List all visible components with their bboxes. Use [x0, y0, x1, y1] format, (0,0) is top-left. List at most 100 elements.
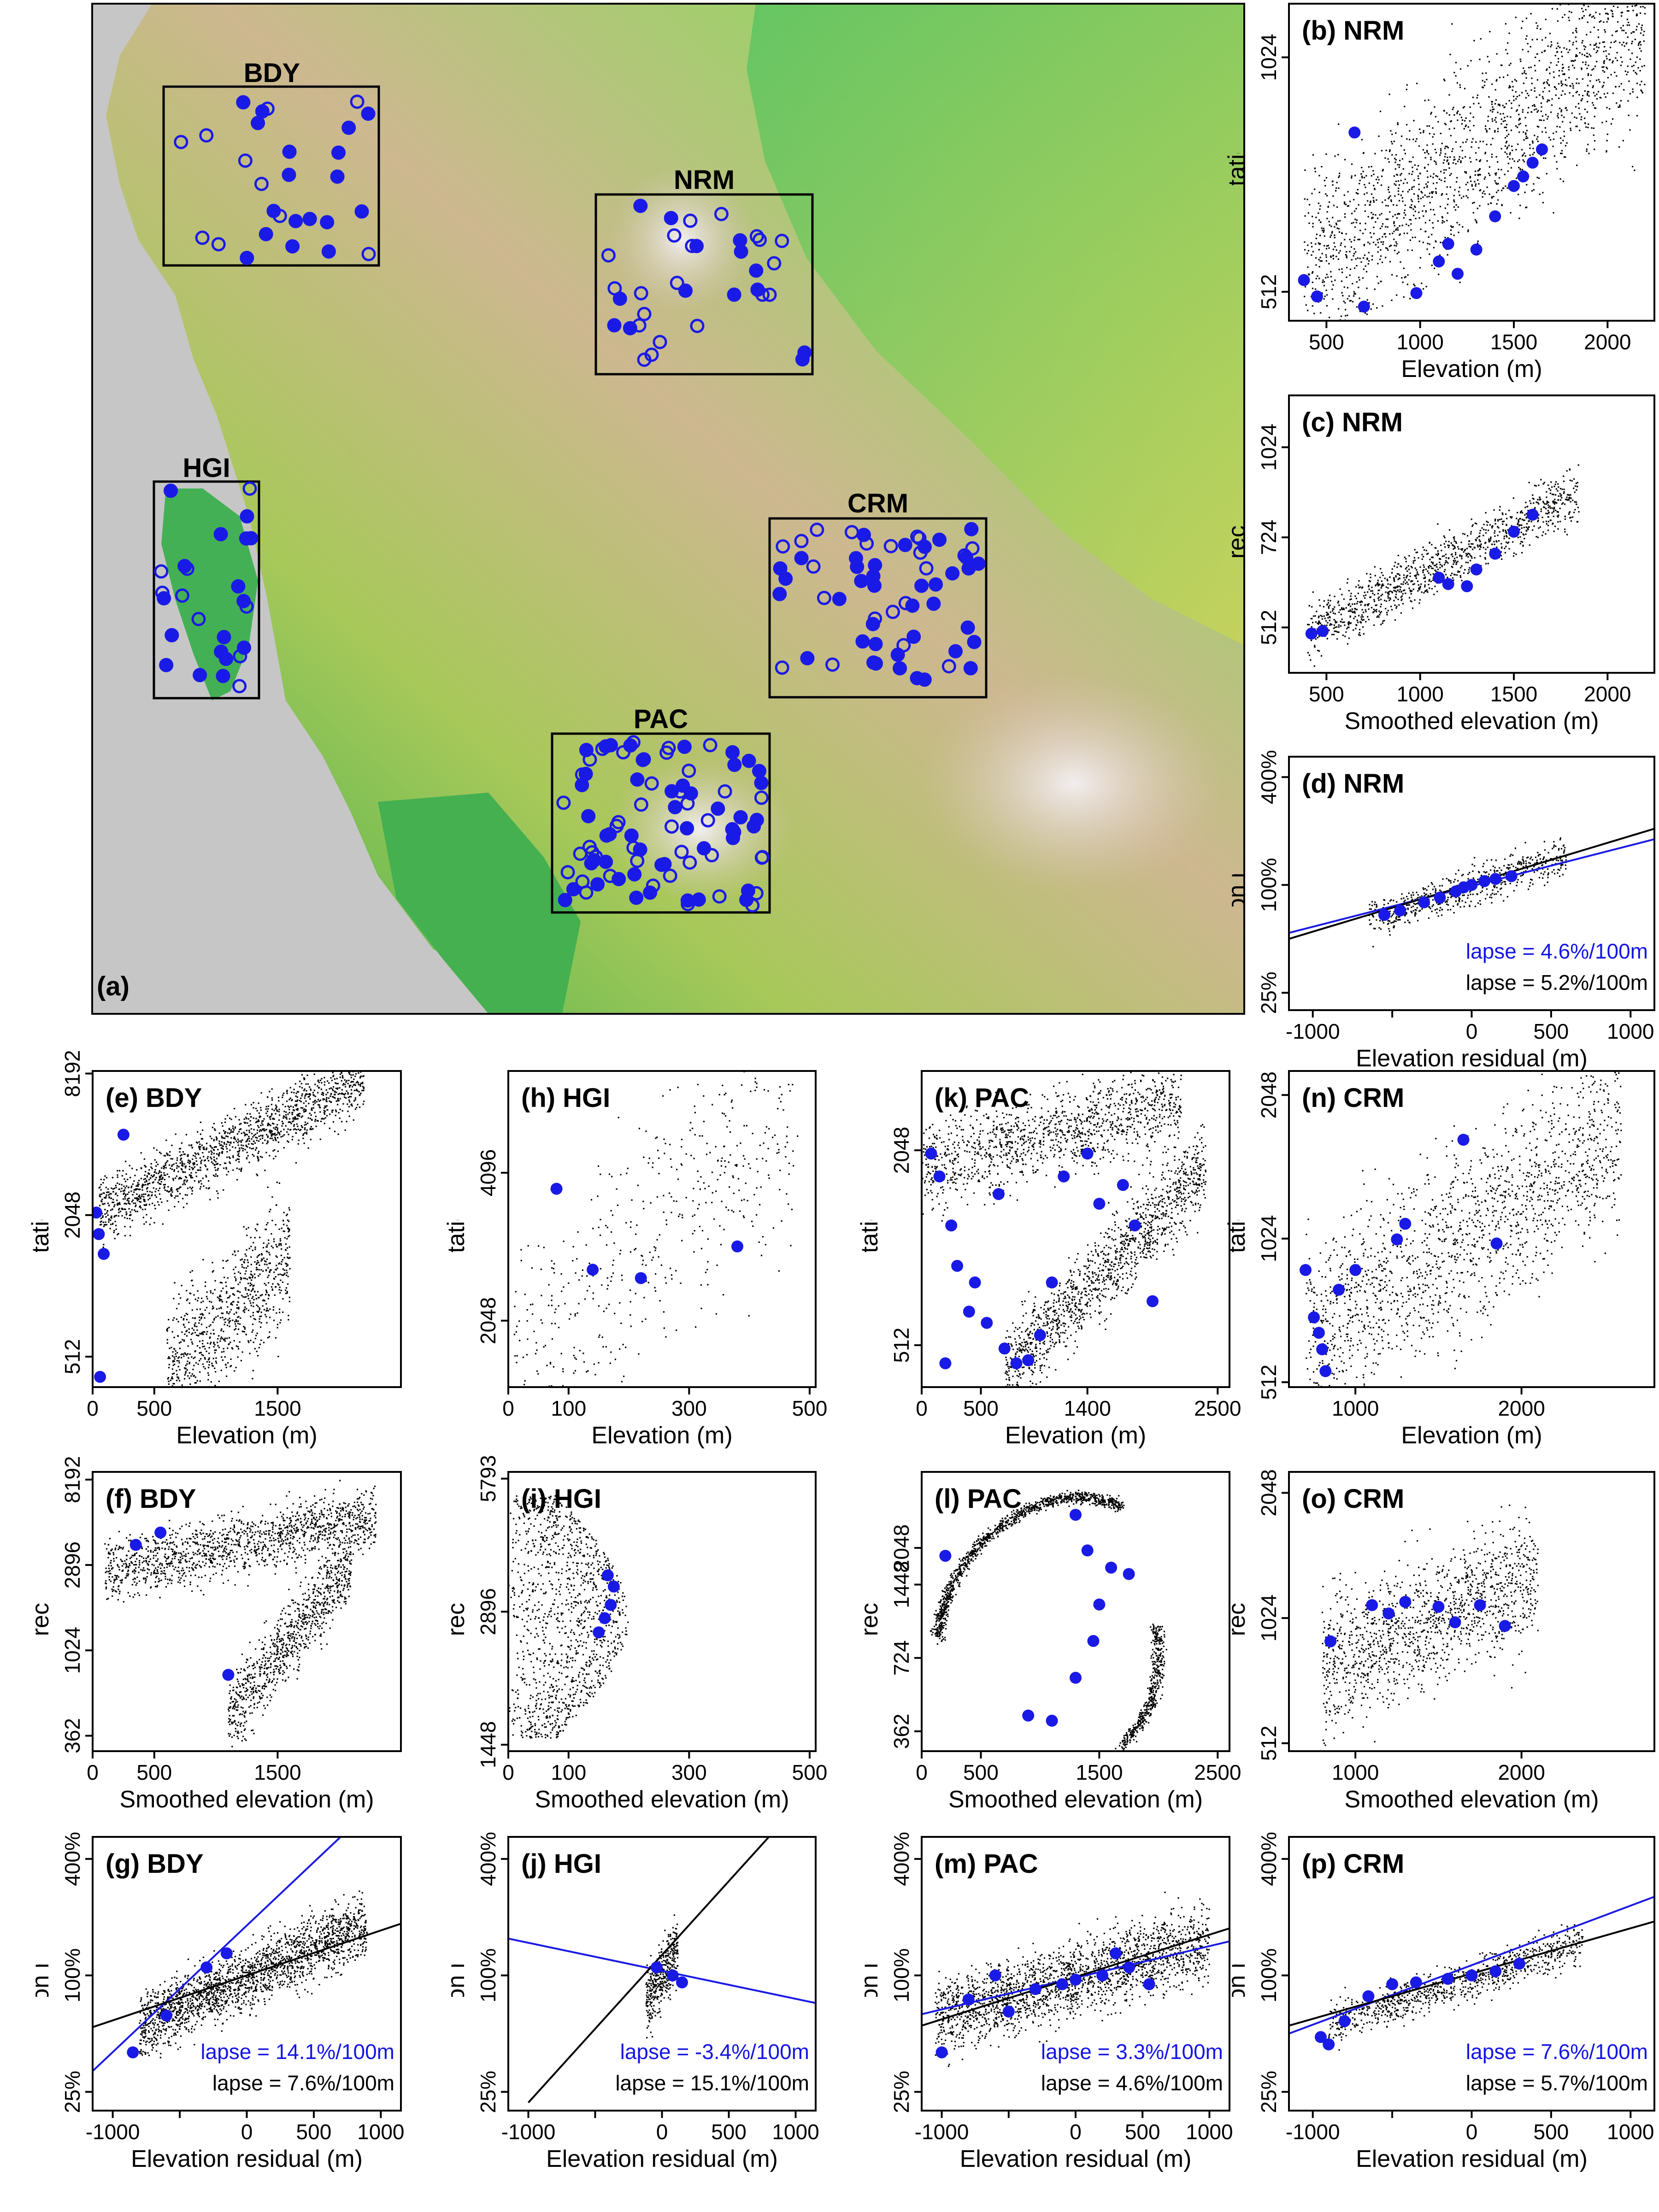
map-station-marker — [714, 206, 729, 221]
map-station-marker — [806, 559, 821, 574]
map-station-marker — [164, 483, 178, 498]
gridpoint-cloud — [98, 1071, 365, 1248]
map-region-pac: PAC — [551, 704, 771, 914]
station-points — [1298, 126, 1548, 313]
map-station-marker — [910, 671, 924, 686]
map-station-marker — [896, 638, 911, 653]
map-station-marker — [242, 481, 257, 496]
gridpoint-cloud — [228, 1529, 353, 1747]
map-station-marker — [635, 753, 650, 767]
plot-area — [922, 1071, 1207, 1387]
map-station-marker — [795, 352, 810, 367]
y-tick-label: 100% — [1257, 858, 1281, 912]
map-station-marker — [775, 234, 789, 248]
map-station-marker — [667, 228, 682, 243]
station-point — [1123, 1961, 1135, 1974]
map-station-marker — [199, 128, 214, 143]
map-station-marker — [854, 574, 869, 588]
map-station-marker — [971, 556, 986, 571]
y-axis-label: Precipitation (mm) — [1224, 1132, 1250, 1326]
panel-i: 0 100 300 500 1448 2896 5793 Smoothed elevation… — [443, 1455, 827, 1813]
x-axis-label: Smoothed elevation (m) — [948, 1786, 1203, 1813]
station-point — [1418, 896, 1430, 908]
station-points — [593, 1569, 620, 1639]
panel-title: (h) HGI — [521, 1083, 610, 1113]
gridpoint-cloud — [1307, 464, 1580, 667]
map-station-marker — [213, 527, 228, 541]
map-station-marker — [232, 679, 247, 694]
station-point — [1489, 547, 1501, 560]
y-tick-label: 4096 — [476, 1149, 500, 1196]
station-point — [1457, 1134, 1470, 1146]
station-point — [1117, 1179, 1129, 1191]
map-station-marker — [154, 564, 169, 579]
x-tick-label: 500 — [1125, 2120, 1160, 2144]
panel-d: -1000 0 500 1000 25% 100% 400% Elevation residu… — [1224, 750, 1655, 1072]
plot-area — [93, 1071, 365, 1387]
y-axis-label: Smoothed precipitation (mm) — [443, 1458, 470, 1765]
plot-area — [930, 1489, 1167, 1751]
region-label: BDY — [244, 58, 300, 88]
x-tick-label: 0 — [1466, 2120, 1478, 2144]
map-station-marker — [236, 594, 251, 608]
station-lapse-rate: lapse = 3.3%/100m — [1041, 2040, 1223, 2064]
map-station-marker — [216, 669, 230, 683]
station-point — [1081, 1147, 1094, 1160]
gridpoint-cloud — [513, 1071, 799, 1387]
map-station-marker — [630, 772, 645, 787]
map-station-marker — [350, 94, 365, 109]
map-station-marker — [967, 635, 982, 649]
x-tick-label: 500 — [963, 1760, 999, 1784]
x-tick-label: 1000 — [1607, 2120, 1654, 2144]
plot-area — [1300, 1071, 1622, 1387]
x-axis-label: Smoothed elevation (m) — [535, 1786, 789, 1813]
map-station-marker — [750, 282, 765, 297]
map-station-marker — [855, 634, 870, 649]
map-station-marker — [817, 591, 831, 605]
map-station-marker — [302, 212, 317, 226]
gridpoint-cloud — [166, 1182, 291, 1387]
map-station-marker — [919, 561, 934, 576]
station-point — [1536, 143, 1548, 156]
map-station-marker — [741, 753, 756, 768]
map-station-marker — [361, 106, 376, 121]
y-tick-label: 25% — [1257, 2071, 1281, 2113]
x-tick-label: 500 — [963, 1396, 999, 1420]
station-point — [1458, 881, 1470, 894]
panel-title: (g) BDY — [106, 1849, 204, 1879]
station-point — [1399, 1218, 1412, 1230]
y-tick-label: 400% — [476, 1832, 500, 1886]
map-plains — [747, 4, 1244, 645]
map-station-marker — [240, 251, 254, 265]
map-station-marker — [682, 764, 696, 778]
x-tick-label: 0 — [502, 1760, 514, 1784]
station-point — [1123, 1568, 1135, 1580]
map-station-marker — [733, 233, 747, 247]
x-tick-label: 0 — [916, 1760, 928, 1784]
y-tick-label: 362 — [889, 1713, 913, 1749]
map-station-marker — [898, 538, 912, 552]
y-axis-label: Precipitation (mm) — [1224, 65, 1250, 259]
x-tick-label: 1500 — [1490, 330, 1537, 354]
panel-g: -1000 0 500 1000 25% 100% 400% Elevation residu… — [27, 1832, 405, 2172]
region-box — [594, 193, 814, 376]
x-axis-label: Elevation (m) — [1005, 1422, 1146, 1449]
x-tick-label: 500 — [1309, 330, 1344, 354]
map-station-marker — [598, 739, 613, 754]
x-axis-label: Elevation (m) — [176, 1422, 317, 1449]
region-box — [551, 732, 771, 914]
station-regression-line — [93, 1837, 341, 2072]
panel-h: 0 100 300 500 2048 4096 Elevation (m) Precipita… — [443, 1070, 827, 1449]
map-station-marker — [272, 209, 287, 224]
map-station-marker — [579, 743, 594, 757]
station-point — [1348, 126, 1361, 139]
y-tick-label: 512 — [1257, 1365, 1281, 1400]
map-station-marker — [727, 758, 742, 772]
y-axis-label: Smoothed precipitation (mm) — [27, 1458, 54, 1765]
map-frame — [91, 3, 1245, 1015]
station-point — [1490, 1237, 1503, 1250]
station-point — [993, 1188, 1005, 1200]
station-point — [1087, 1635, 1100, 1647]
station-point — [1070, 1509, 1082, 1521]
station-point — [1147, 1295, 1159, 1307]
